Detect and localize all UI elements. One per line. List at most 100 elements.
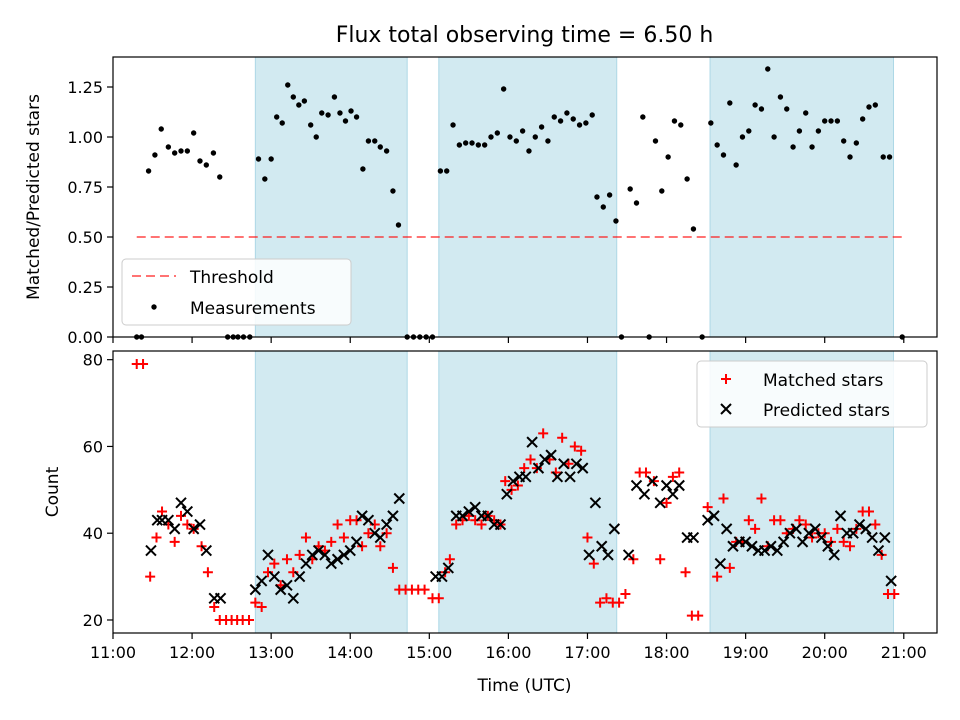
matched-star-point (640, 467, 651, 478)
x-tick-label: 16:00 (485, 643, 531, 662)
predicted-star-point (456, 510, 469, 522)
count-y-axis-label: Count (43, 466, 63, 517)
measurement-point (684, 176, 690, 182)
predicted-star-point (551, 471, 564, 483)
count-panel-data (131, 359, 900, 625)
predicted-star-point (834, 510, 847, 522)
matched-star-point (519, 463, 530, 474)
measurement-point (886, 154, 893, 160)
matched-star-point (531, 463, 542, 474)
measurement-point (307, 122, 314, 128)
matched-star-point (832, 523, 843, 534)
matched-star-point (281, 554, 292, 565)
measurement-point (671, 118, 678, 124)
measurement-point (752, 102, 758, 108)
matched-star-point (419, 584, 430, 595)
matched-star-point (326, 536, 337, 547)
matched-star-point (588, 558, 599, 569)
predicted-star-point (583, 549, 595, 561)
x-tick-label: 21:00 (881, 643, 927, 662)
measurement-point (557, 118, 564, 124)
measurement-point (771, 134, 777, 140)
measurement-point (847, 154, 853, 160)
predicted-star-point (168, 523, 181, 535)
matched-star-point (145, 571, 156, 582)
measurement-point (720, 152, 727, 158)
measurement-point (395, 222, 402, 228)
predicted-star-point (765, 540, 777, 552)
measurement-point (337, 110, 343, 116)
measurement-point (171, 150, 178, 156)
matched-star-point (661, 497, 672, 508)
legend-matched-label: Matched stars (763, 371, 883, 391)
matched-star-point (557, 432, 568, 443)
x-tick-label: 18:00 (643, 643, 689, 662)
matched-star-point (332, 519, 343, 530)
measurement-point (796, 128, 803, 134)
y-tick-label: 1.25 (67, 78, 103, 97)
observing-window-band (254, 350, 408, 634)
measurement-point (145, 168, 152, 174)
measurement-point (285, 82, 291, 88)
measurement-point (450, 122, 456, 128)
predicted-star-point (853, 518, 866, 531)
matched-star-point (576, 445, 587, 456)
predicted-star-point (300, 557, 312, 570)
matched-star-point (674, 467, 685, 478)
matched-star-point (775, 515, 786, 526)
predicted-star-point (181, 505, 194, 518)
matched-star-point (712, 571, 723, 582)
predicted-star-point (393, 492, 405, 505)
matched-star-point (601, 593, 612, 604)
predicted-star-point (442, 562, 455, 574)
predicted-star-point (387, 510, 399, 522)
matched-star-point (300, 532, 311, 543)
matched-star-point (433, 593, 444, 604)
predicted-star-point (268, 570, 281, 583)
predicted-star-point (482, 510, 494, 522)
measurement-point (475, 142, 482, 148)
predicted-star-point (739, 536, 752, 548)
matched-star-point (151, 532, 162, 543)
x-tick-label: 11:00 (90, 643, 136, 662)
ratio-panel: 0.00 0.25 0.50 0.75 1.00 1.25 Matched/Predict… (24, 56, 938, 347)
matched-star-point (863, 506, 874, 517)
matched-star-point (538, 428, 549, 439)
predicted-star-point (803, 527, 815, 539)
measurement-point (733, 162, 739, 168)
predicted-star-point (293, 570, 306, 583)
predicted-star-point (815, 531, 828, 544)
measurement-point (840, 138, 847, 144)
predicted-star-point (771, 544, 783, 557)
matched-star-point (750, 523, 761, 534)
predicted-star-point (344, 544, 356, 557)
matched-star-point (500, 476, 511, 487)
measurement-point (564, 110, 570, 116)
legend-matched-swatch (721, 374, 731, 384)
measurement-point (659, 188, 665, 194)
y-tick-label: 0.75 (67, 178, 103, 197)
observing-window-band (709, 56, 895, 338)
legend-predicted-label: Predicted stars (763, 401, 890, 421)
measurement-point (784, 106, 790, 112)
predicted-star-point (720, 523, 733, 535)
measurement-point (828, 118, 834, 124)
measurement-point (494, 130, 501, 136)
y-tick-label: 40 (83, 524, 103, 543)
predicted-star-point (356, 510, 368, 522)
matched-star-point (444, 554, 455, 565)
measurement-point (777, 94, 784, 100)
matched-star-point (363, 528, 374, 539)
observing-window-band (438, 56, 618, 338)
predicted-star-point (214, 592, 227, 604)
ratio-legend: Threshold Measurements (121, 258, 352, 326)
measurement-point (360, 166, 366, 172)
measurement-point (500, 86, 507, 92)
measurement-point (513, 138, 520, 144)
predicted-star-point (362, 514, 375, 526)
measurement-point (678, 122, 684, 128)
matched-star-point (693, 610, 704, 621)
predicted-star-point (262, 549, 274, 561)
measurement-point (600, 204, 606, 210)
